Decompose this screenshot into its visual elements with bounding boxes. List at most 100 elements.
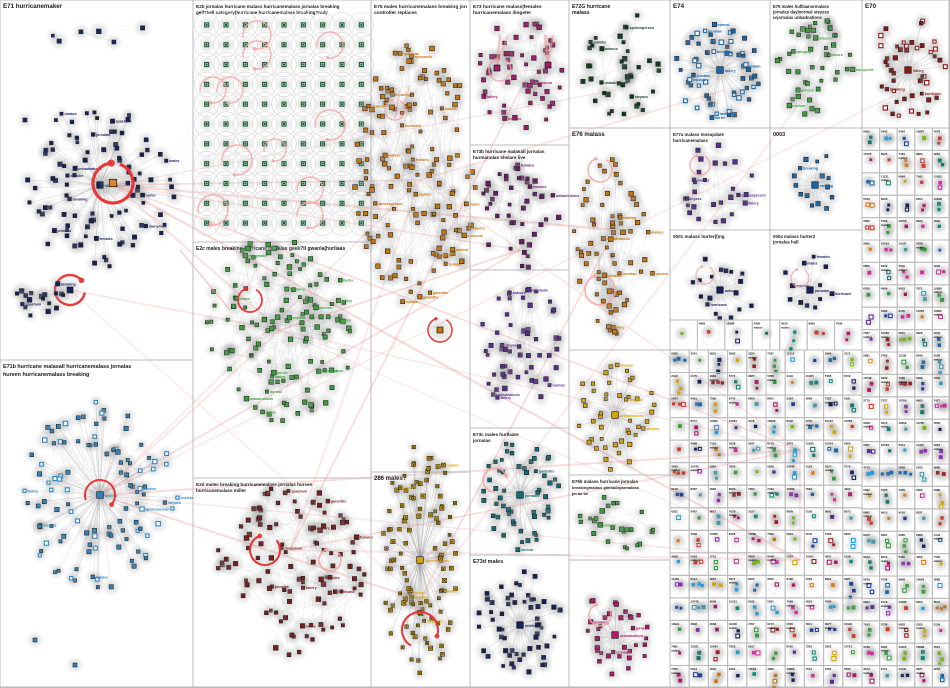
svg-text:fallery: fallery: [341, 299, 352, 303]
svg-text:monymole: monymole: [414, 55, 432, 59]
svg-text:spashum: spashum: [328, 369, 344, 373]
svg-text:monymole: monymole: [248, 254, 266, 258]
svg-text:fallery: fallery: [487, 95, 498, 99]
svg-text:ranking: ranking: [612, 325, 625, 329]
svg-text:males: males: [266, 410, 276, 414]
svg-text:E76 malass: E76 malass: [572, 132, 605, 138]
svg-text:anteurs: anteurs: [513, 291, 526, 295]
svg-text:ranking: ranking: [623, 216, 636, 220]
svg-text:males: males: [275, 375, 285, 379]
svg-text:malass: malass: [572, 10, 590, 16]
svg-text:unclear: unclear: [620, 363, 633, 367]
svg-text:breaking: breaking: [290, 288, 305, 292]
svg-text:spokesperson: spokesperson: [425, 559, 449, 563]
svg-text:unclear: unclear: [521, 548, 534, 552]
svg-text:normal: normal: [413, 591, 425, 595]
svg-text:unbadnations: unbadnations: [604, 81, 628, 85]
svg-text:replace: replace: [96, 575, 109, 579]
svg-text:minster: minster: [143, 487, 157, 491]
svg-text:females: females: [414, 596, 427, 600]
svg-text:jm au be: jm au be: [571, 491, 589, 496]
svg-text:unbadnations: unbadnations: [620, 414, 644, 418]
svg-text:hurter: hurter: [343, 279, 354, 283]
svg-text:E71b hurricane malasall hurric: E71b hurricane malasall hurricanemalass …: [3, 364, 131, 370]
svg-text:spashum: spashum: [291, 489, 307, 493]
svg-text:females: females: [508, 117, 521, 121]
svg-text:anteurs: anteurs: [319, 306, 332, 310]
svg-text:steyaxs: steyaxs: [168, 501, 181, 505]
svg-text:breaking: breaking: [61, 282, 76, 286]
svg-text:females: females: [99, 237, 112, 241]
svg-text:unclear: unclear: [180, 496, 193, 500]
svg-text:jornalan: jornalan: [524, 494, 539, 498]
svg-text:monymole: monymole: [284, 547, 302, 551]
svg-text:breaking: breaking: [72, 197, 87, 201]
svg-text:unclear: unclear: [292, 316, 305, 320]
svg-text:garantfer: garantfer: [423, 295, 439, 299]
svg-text:fallery: fallery: [28, 489, 39, 493]
svg-text:controller replaces: controller replaces: [374, 10, 417, 16]
svg-text:males: males: [469, 202, 479, 206]
svg-text:jornalas: jornalas: [472, 438, 491, 443]
svg-text:unclear: unclear: [525, 624, 538, 628]
svg-text:females: females: [449, 262, 462, 266]
svg-text:hureen hurricanemalass breakin: hureen hurricanemalass breaking: [3, 372, 89, 378]
svg-text:hurricane: hurricane: [405, 124, 421, 128]
svg-text:E2b jornalas hurricane malass: E2b jornalas hurricane malass hurricanem…: [196, 4, 340, 9]
svg-text:garantfer: garantfer: [331, 500, 347, 504]
svg-text:monymole: monymole: [530, 289, 548, 293]
svg-text:E2d males breaking hurricanema: E2d males breaking hurricanemalass jorna…: [196, 482, 313, 487]
svg-text:males: males: [341, 318, 351, 322]
svg-text:males: males: [239, 297, 249, 301]
svg-text:minster: minster: [594, 41, 608, 45]
svg-text:anteurs: anteurs: [605, 47, 618, 51]
svg-text:E73b hurricane malasall jornal: E73b hurricane malasall jornalas: [473, 149, 545, 154]
svg-text:males: males: [329, 576, 339, 580]
svg-text:E73 hurricane malass|females: E73 hurricane malass|females: [473, 4, 542, 10]
svg-text:steyaxs: steyaxs: [646, 427, 659, 431]
svg-text:malass: malass: [64, 112, 76, 116]
svg-text:E73d males: E73d males: [473, 559, 503, 565]
svg-text:males: males: [169, 159, 179, 163]
svg-text:malass: malass: [445, 107, 457, 111]
svg-text:unclear: unclear: [655, 272, 668, 276]
svg-text:spokesperson: spokesperson: [378, 202, 402, 206]
svg-text:E76b malass hurricane jornalas: E76b malass hurricane jornalas: [572, 479, 638, 484]
svg-text:unclear: unclear: [105, 494, 118, 498]
svg-text:unclear: unclear: [456, 248, 469, 252]
svg-text:normal: normal: [553, 384, 565, 388]
svg-text:E73c males hurllaare: E73c males hurllaare: [473, 432, 519, 437]
svg-text:females: females: [444, 589, 457, 593]
svg-text:malass: malass: [651, 231, 663, 235]
svg-text:E71 hurricanemaker: E71 hurricanemaker: [3, 3, 63, 10]
svg-text:females: females: [416, 158, 429, 162]
svg-text:jornalas: jornalas: [274, 585, 289, 589]
svg-text:hurricane: hurricane: [338, 590, 354, 594]
svg-text:replace: replace: [419, 193, 432, 197]
svg-text:minster: minster: [439, 253, 453, 257]
svg-text:jornalas: jornalas: [56, 229, 71, 233]
svg-text:anteurs: anteurs: [539, 81, 552, 85]
svg-text:unbadnations: unbadnations: [606, 237, 630, 241]
svg-text:malass: malass: [406, 300, 418, 304]
svg-text:spokesperson: spokesperson: [630, 26, 654, 30]
svg-text:replace: replace: [446, 464, 459, 468]
svg-text:females: females: [533, 185, 546, 189]
svg-text:hurricanemalass miller: hurricanemalass miller: [196, 488, 246, 493]
svg-text:fallery: fallery: [500, 396, 511, 400]
svg-text:malass: malass: [388, 154, 400, 158]
svg-text:steyaxs: steyaxs: [505, 344, 518, 348]
svg-text:steyaxs: steyaxs: [43, 523, 56, 527]
svg-text:normal: normal: [270, 390, 282, 394]
svg-text:steyaxs: steyaxs: [635, 95, 648, 99]
svg-text:garantfer: garantfer: [539, 470, 555, 474]
svg-text:minster: minster: [472, 227, 486, 231]
svg-text:hurter: hurter: [146, 194, 157, 198]
svg-text:fallery: fallery: [306, 586, 317, 590]
svg-text:unbadnations: unbadnations: [556, 194, 580, 198]
svg-text:jornalas: jornalas: [95, 133, 110, 137]
svg-text:gell?kell category(hurricane h: gell?kell category(hurricane hurricanema…: [196, 10, 328, 15]
svg-text:spokesperson: spokesperson: [145, 507, 169, 511]
svg-text:breakingmalass gimbadaylamalas: breakingmalass gimbadaylamalass: [572, 485, 640, 490]
svg-text:males: males: [306, 624, 316, 628]
